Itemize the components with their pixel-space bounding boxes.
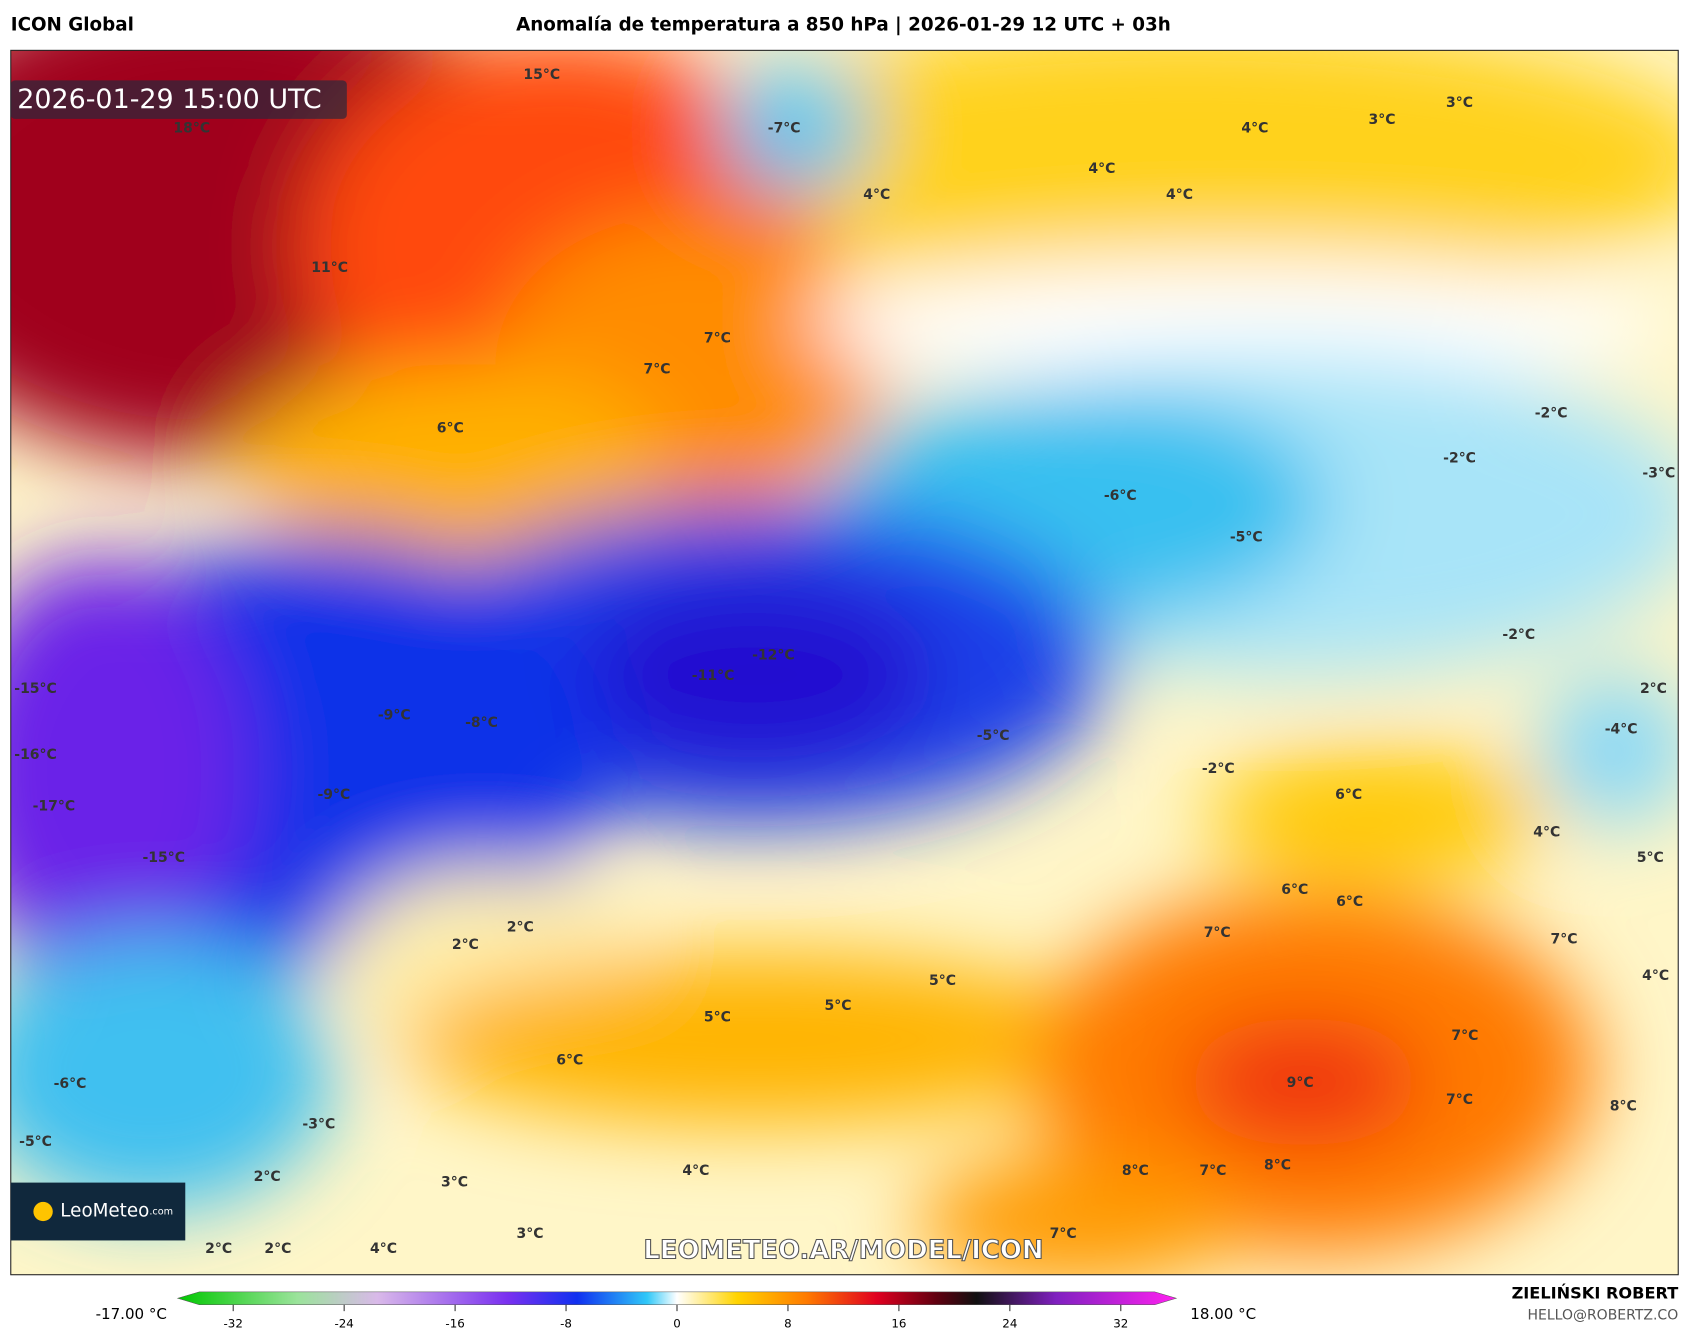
temperature-label: -8°C [465, 715, 498, 731]
temperature-label: 2°C [205, 1241, 232, 1257]
colorbar-tick-label: 16 [891, 1317, 906, 1331]
temperature-label: -9°C [318, 787, 351, 803]
temperature-label: 11°C [311, 260, 348, 276]
temperature-label: 7°C [1551, 931, 1578, 947]
temperature-label: -15°C [14, 681, 57, 697]
temperature-label: 8°C [1264, 1157, 1291, 1173]
temperature-label: -6°C [54, 1076, 87, 1092]
colorbar-tick-label: -16 [445, 1317, 464, 1331]
temperature-label: -2°C [1443, 450, 1476, 466]
colorbar-tick-label: 8 [784, 1317, 792, 1331]
temperature-label: 15°C [523, 67, 560, 83]
colorbar-tick-label: -24 [334, 1317, 353, 1331]
temperature-label: -2°C [1502, 627, 1535, 643]
temperature-label: 4°C [1533, 824, 1560, 840]
logo: LeoMeteo.com [60, 1201, 173, 1222]
temperature-label: -6°C [1104, 488, 1137, 504]
colorbar-tick-label: -8 [560, 1317, 572, 1331]
temperature-label: 7°C [1199, 1163, 1226, 1179]
temperature-label: 4°C [1241, 121, 1268, 137]
temperature-label: 2°C [507, 920, 534, 936]
time-box [10, 80, 347, 119]
temperature-label: -5°C [1230, 530, 1263, 546]
temperature-label: -5°C [19, 1134, 52, 1150]
temperature-label: 8°C [1610, 1099, 1637, 1115]
temperature-label: 7°C [1446, 1092, 1473, 1108]
map-frame [10, 49, 1679, 1276]
temperature-label: 6°C [1281, 882, 1308, 898]
temperature-label: -17°C [33, 799, 76, 815]
temperature-label: 3°C [516, 1226, 543, 1242]
colorbar-ticks: -32 -24 -16 -8 0 8 16 24 32 [224, 1304, 1128, 1331]
logo-sun [33, 1201, 53, 1222]
temperature-label: 6°C [1336, 894, 1363, 910]
logo-suffix: .com [149, 1207, 173, 1218]
temperature-label: -12°C [752, 648, 795, 664]
colorbar-min: -17.00 °C [96, 1305, 167, 1323]
temperature-label: -5°C [977, 728, 1010, 744]
temperature-label: 8°C [1122, 1163, 1149, 1179]
temperature-label: 2°C [264, 1241, 291, 1257]
temperature-label: 7°C [1451, 1028, 1478, 1044]
temperature-label: -3°C [1642, 465, 1675, 481]
temperature-label: -11°C [692, 668, 735, 684]
temperature-label: 7°C [1204, 925, 1231, 941]
temperature-label: 5°C [1637, 850, 1664, 866]
colorbar-tick-label: 0 [673, 1317, 681, 1331]
temperature-label: 9°C [1287, 1075, 1314, 1091]
temperature-label: 4°C [1088, 161, 1115, 177]
map-labels: 15°C 18°C -7°C 4°C 3°C 3°C 4°C 4°C 4°C 11°C 7°C 7°C… [14, 67, 1675, 1257]
temperature-label: 7°C [704, 331, 731, 347]
colorbar [176, 1291, 1178, 1305]
temperature-label: 5°C [929, 973, 956, 989]
colorbar-max: 18.00 °C [1190, 1305, 1256, 1323]
valid-time: 2026-01-29 15:00 UTC [17, 84, 321, 115]
temperature-label: -4°C [1605, 722, 1638, 738]
colorbar-tick-label: 32 [1113, 1317, 1128, 1331]
temperature-label: 5°C [825, 998, 852, 1014]
temperature-label: -2°C [1535, 406, 1568, 422]
temperature-label: 7°C [1050, 1226, 1077, 1242]
temperature-label: -7°C [768, 121, 801, 137]
temperature-label: 18°C [173, 121, 210, 137]
email: HELLO@ROBERTZ.CO [1528, 1307, 1679, 1323]
temperature-label: 5°C [704, 1010, 731, 1026]
temperature-label: 4°C [370, 1241, 397, 1257]
temperature-label: 2°C [1640, 681, 1667, 697]
colorbar-tick-label: -32 [224, 1317, 243, 1331]
temperature-label: 4°C [1642, 968, 1669, 984]
author: ZIELIŃSKI ROBERT [1512, 1284, 1679, 1303]
temperature-label: 2°C [452, 937, 479, 953]
temperature-label: -2°C [1202, 761, 1235, 777]
temperature-field [10, 50, 1679, 1275]
temperature-label: 3°C [1369, 112, 1396, 128]
model-name: ICON Global [11, 15, 134, 36]
map-title: Anomalía de temperatura a 850 hPa | 2026… [516, 15, 1171, 36]
temperature-label: -15°C [142, 850, 185, 866]
watermark: LEOMETEO.AR/MODEL/ICON [643, 1236, 1043, 1266]
temperature-label: 6°C [1335, 787, 1362, 803]
temperature-label: 3°C [441, 1175, 468, 1191]
temperature-label: 4°C [1166, 187, 1193, 203]
colorbar-tick-label: 24 [1002, 1317, 1017, 1331]
temperature-label: -3°C [302, 1117, 335, 1133]
temperature-label: 4°C [682, 1163, 709, 1179]
temperature-label: 6°C [556, 1053, 583, 1069]
logo-text: LeoMeteo [60, 1201, 149, 1222]
temperature-label: -16°C [14, 747, 57, 763]
temperature-label: 3°C [1446, 95, 1473, 111]
temperature-label: 4°C [863, 187, 890, 203]
temperature-label: 2°C [254, 1169, 281, 1185]
temperature-label: 6°C [437, 421, 464, 437]
temperature-label: 7°C [644, 362, 671, 378]
temperature-label: -9°C [378, 708, 411, 724]
